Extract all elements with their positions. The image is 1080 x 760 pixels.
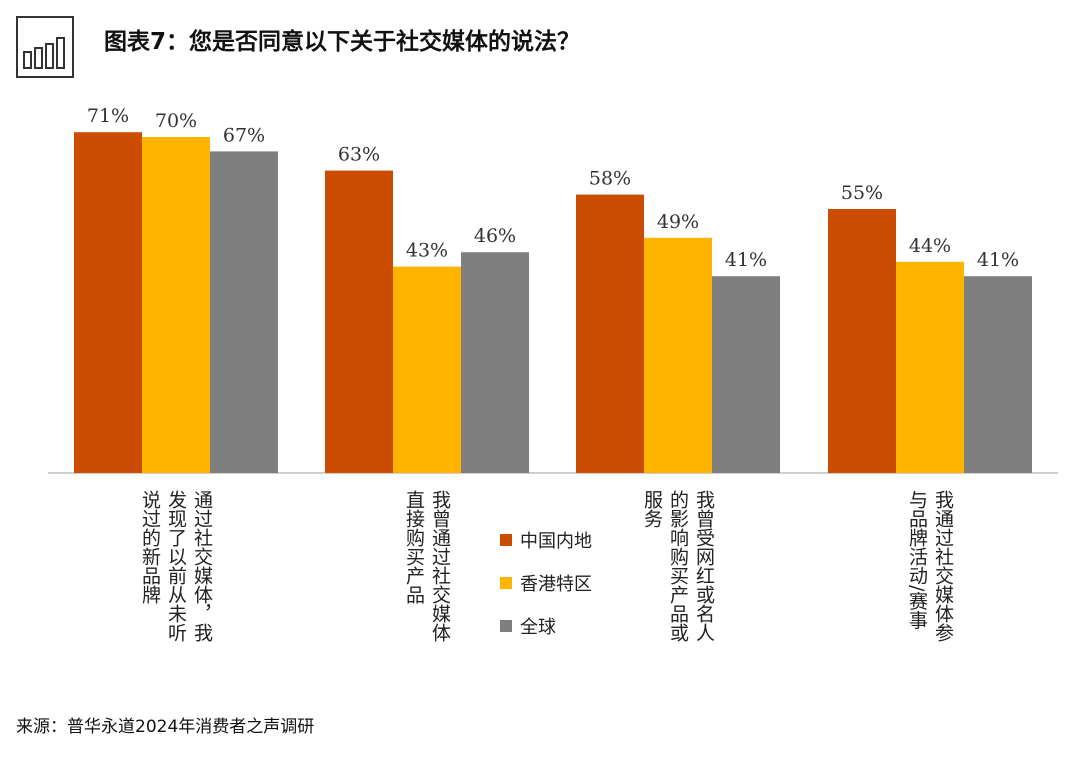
category-label-1-line-2: 发现了以前从未听: [165, 490, 187, 642]
bar-2-series-3: [461, 252, 529, 473]
legend-item-china: 中国内地: [500, 526, 592, 554]
category-label-1-line-1: 通过社交媒体，我: [191, 490, 213, 642]
data-label-1-series-1: 71%: [87, 105, 129, 127]
data-label-3-series-3: 41%: [725, 249, 767, 271]
bar-chart-icon: [16, 16, 74, 78]
data-label-3-series-1: 58%: [589, 168, 631, 190]
legend-swatch-hongkong: [500, 577, 512, 589]
category-label-4-line-2: 与品牌活动/赛事: [906, 490, 928, 630]
bar-3-series-3: [712, 276, 780, 473]
legend-label-china: 中国内地: [520, 531, 592, 552]
bar-3-series-2: [644, 237, 712, 473]
bar-4-series-2: [896, 261, 964, 473]
legend-label-global: 全球: [520, 617, 556, 638]
bar-1-series-3: [210, 151, 278, 473]
bar-2-series-2: [393, 266, 461, 473]
source-note: 来源：普华永道2024年消费者之声调研: [16, 717, 315, 737]
category-label-1-line-3: 说过的新品牌: [139, 490, 161, 604]
category-label-4-line-1: 我通过社交媒体参: [932, 490, 954, 642]
bar-1-series-1: [74, 132, 142, 473]
data-label-1-series-3: 67%: [223, 124, 265, 146]
bar-3-series-1: [576, 194, 644, 473]
data-label-2-series-1: 63%: [338, 144, 380, 166]
legend: 中国内地 香港特区 全球: [500, 526, 592, 655]
legend-swatch-global: [500, 620, 512, 632]
category-label-3-line-3: 服务: [641, 490, 663, 528]
bar-4-series-1: [828, 209, 896, 473]
bar-2-series-1: [325, 170, 393, 473]
legend-item-hongkong: 香港特区: [500, 569, 592, 597]
data-label-1-series-2: 70%: [155, 110, 197, 132]
category-label-3-line-2: 的影响购买产品或: [667, 490, 689, 642]
bar-4-series-3: [964, 276, 1032, 473]
data-label-2-series-2: 43%: [406, 240, 448, 262]
legend-item-global: 全球: [500, 612, 592, 640]
legend-swatch-china: [500, 534, 512, 546]
data-label-4-series-2: 44%: [909, 235, 951, 257]
legend-label-hongkong: 香港特区: [520, 574, 592, 595]
category-label-2-line-2: 直接购买产品: [403, 490, 425, 604]
category-label-2-line-1: 我曾通过社交媒体: [429, 490, 451, 642]
bar-1-series-2: [142, 137, 210, 473]
data-label-4-series-1: 55%: [841, 182, 883, 204]
chart-title: 图表7：您是否同意以下关于社交媒体的说法？: [104, 29, 581, 55]
category-label-3-line-1: 我曾受网红或名人: [693, 490, 715, 642]
data-label-4-series-3: 41%: [977, 249, 1019, 271]
data-label-2-series-3: 46%: [474, 225, 516, 247]
data-label-3-series-2: 49%: [657, 211, 699, 233]
